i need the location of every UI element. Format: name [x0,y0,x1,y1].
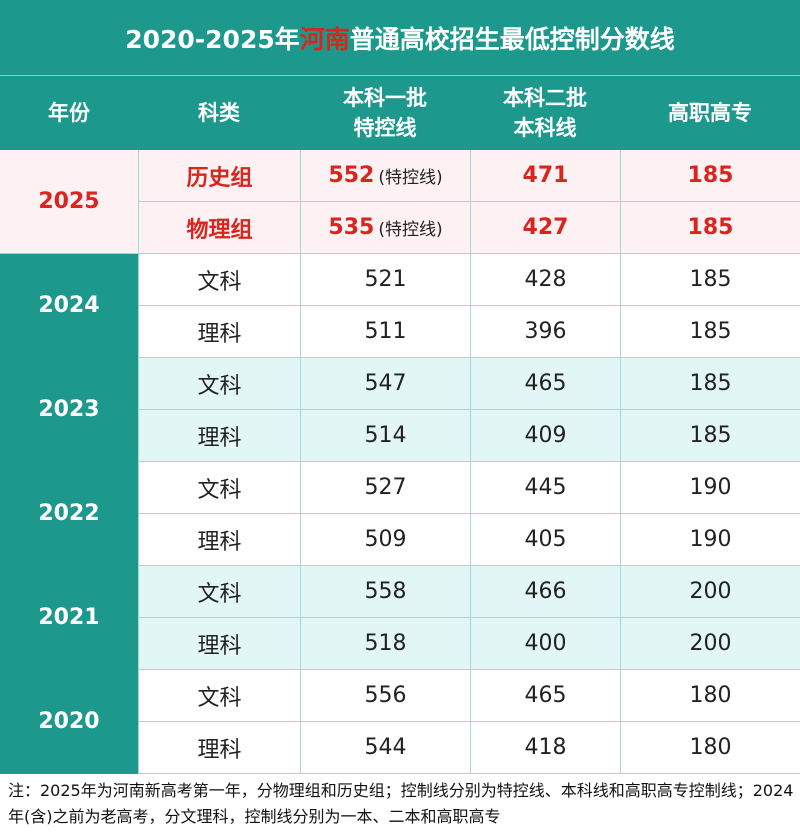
header-line: 科类 [198,101,240,125]
vocational-cell: 190 [620,514,800,566]
tier1-value: 552 [328,163,375,188]
tier2-cell: 465 [470,358,620,410]
tier1-value: 544 [364,735,407,760]
header-cell: 年份 [0,76,138,150]
tier1-cell: 552 (特控线) [300,150,470,202]
title-suffix: 普通高校招生最低控制分数线 [349,24,675,54]
year-cell: 2024 [0,254,138,358]
vocational-cell: 185 [620,306,800,358]
title-highlight: 河南 [299,24,350,54]
tier1-value: 509 [364,527,407,552]
category-cell: 文科 [138,462,300,514]
vocational-cell: 185 [620,202,800,254]
tier1-value: 556 [364,683,407,708]
vocational-cell: 185 [620,410,800,462]
tier1-cell: 521 [300,254,470,306]
year-cell: 2022 [0,462,138,566]
vocational-cell: 200 [620,618,800,670]
vocational-cell: 200 [620,566,800,618]
year-cell: 2021 [0,566,138,670]
tier1-cell: 527 [300,462,470,514]
tier1-cell: 556 [300,670,470,722]
header-line: 本科一批 [343,86,427,110]
header-cell: 本科二批 本科线 [470,76,620,150]
tier2-cell: 428 [470,254,620,306]
category-cell: 理科 [138,514,300,566]
category-cell: 理科 [138,722,300,774]
category-cell: 物理组 [138,202,300,254]
title-prefix: 2020-2025年 [125,24,300,54]
vocational-cell: 185 [620,358,800,410]
tier1-value: 558 [364,579,407,604]
vocational-cell: 185 [620,254,800,306]
year-cell: 2025 [0,150,138,254]
title: 2020-2025年 河南 普通高校招生最低控制分数线 [0,0,800,76]
tier2-cell: 405 [470,514,620,566]
header-cell: 科类 [138,76,300,150]
header-line: 年份 [48,101,90,125]
tier2-cell: 396 [470,306,620,358]
tier2-cell: 465 [470,670,620,722]
vocational-cell: 180 [620,670,800,722]
header-cell: 高职高专 [620,76,800,150]
tier1-note: (特控线) [378,220,443,240]
tier1-value: 527 [364,475,407,500]
tier1-value: 547 [364,371,407,396]
category-cell: 理科 [138,618,300,670]
year-cell: 2020 [0,670,138,774]
tier1-cell: 558 [300,566,470,618]
category-cell: 文科 [138,670,300,722]
vocational-cell: 190 [620,462,800,514]
tier1-value: 518 [364,631,407,656]
header-line: 特控线 [353,116,417,140]
category-cell: 理科 [138,306,300,358]
vocational-cell: 185 [620,150,800,202]
tier2-cell: 427 [470,202,620,254]
tier1-value: 511 [364,319,407,344]
note: 注：2025年为河南新高考第一年，分物理组和历史组；控制线分别为特控线、本科线和… [8,781,794,826]
header-line: 本科二批 [503,86,587,110]
tier1-note: (特控线) [378,168,443,188]
tier1-value: 535 [328,215,375,240]
tier1-value: 514 [364,423,407,448]
header-line: 高职高专 [668,101,752,125]
category-cell: 文科 [138,566,300,618]
category-cell: 文科 [138,254,300,306]
tier2-cell: 418 [470,722,620,774]
tier2-cell: 409 [470,410,620,462]
header-line: 本科线 [513,116,577,140]
vocational-cell: 180 [620,722,800,774]
tier1-cell: 535 (特控线) [300,202,470,254]
tier1-cell: 514 [300,410,470,462]
year-cell: 2023 [0,358,138,462]
tier1-value: 521 [364,267,407,292]
tier1-cell: 509 [300,514,470,566]
tier1-cell: 544 [300,722,470,774]
tier2-cell: 445 [470,462,620,514]
tier1-cell: 511 [300,306,470,358]
header-cell: 本科一批 特控线 [300,76,470,150]
tier1-cell: 518 [300,618,470,670]
category-cell: 历史组 [138,150,300,202]
tier2-cell: 466 [470,566,620,618]
tier2-cell: 471 [470,150,620,202]
tier1-cell: 547 [300,358,470,410]
tier2-cell: 400 [470,618,620,670]
category-cell: 理科 [138,410,300,462]
category-cell: 文科 [138,358,300,410]
